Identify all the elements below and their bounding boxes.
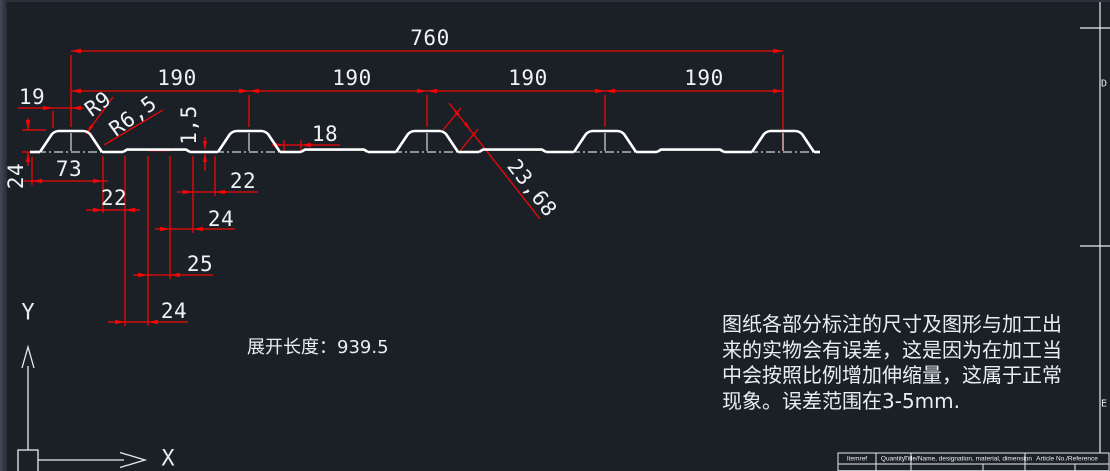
dim-thickness-15: 1,5 [177, 105, 201, 145]
ucs-x-label: X [161, 446, 175, 471]
dim-pitch-3: 190 [508, 66, 548, 90]
dim-total-width: 760 [410, 26, 450, 50]
ucs-y-arrow-icon [21, 344, 35, 369]
unfold-length-note: 展开长度：939.5 [247, 337, 389, 358]
dimension-arrows [25, 48, 783, 325]
titleblock-header-itemref: Itemref [846, 455, 868, 463]
dim-pitch-1: 190 [157, 66, 197, 90]
dim-22-right: 22 [229, 169, 257, 193]
dim-pitch-2: 190 [332, 66, 372, 90]
titleblock-header-quantity: Quantity [880, 455, 906, 463]
panel-profile [30, 129, 820, 154]
tolerance-note-line: 现象。误差范围在3-5mm. [722, 388, 960, 413]
ucs-y-label: Y [21, 300, 35, 326]
dim-73: 73 [55, 157, 83, 181]
dim-24-upper: 24 [207, 207, 235, 231]
dim-19: 19 [18, 85, 46, 109]
dim-rib-height-24: 24 [4, 162, 28, 190]
dim-25: 25 [186, 252, 214, 276]
dim-22-left: 22 [100, 186, 128, 210]
dim-pitch-4: 190 [684, 66, 724, 90]
ucs-x-arrow-icon [119, 451, 148, 469]
tolerance-note: 图纸各部分标注的尺寸及图形与加工出 来的实物会有误差，这是因为在加工当 中会按照… [722, 312, 1062, 414]
frame-zone-e: E [1100, 398, 1108, 410]
tolerance-note-line: 中会按照比例增加伸缩量，这属于正常 [722, 363, 1062, 387]
tolerance-note-line: 图纸各部分标注的尺寸及图形与加工出 [722, 312, 1062, 336]
ucs-origin-box [17, 449, 39, 471]
dim-18: 18 [311, 122, 339, 146]
dimension-lines [18, 50, 784, 326]
viewport-left-edge [0, 0, 7, 471]
tolerance-note-line: 来的实物会有误差，这是因为在加工当 [722, 337, 1062, 362]
viewport-top-edge [0, 0, 1110, 2]
dim-24-lower: 24 [160, 299, 188, 323]
ucs-icon [17, 344, 148, 471]
sheet-frame [1080, 0, 1110, 453]
frame-zone-d: D [1100, 78, 1108, 90]
titleblock-header-article: Article No./Reference [1036, 455, 1098, 463]
titleblock-header-title: Title/Name, designation, material, dimen… [903, 455, 1033, 463]
